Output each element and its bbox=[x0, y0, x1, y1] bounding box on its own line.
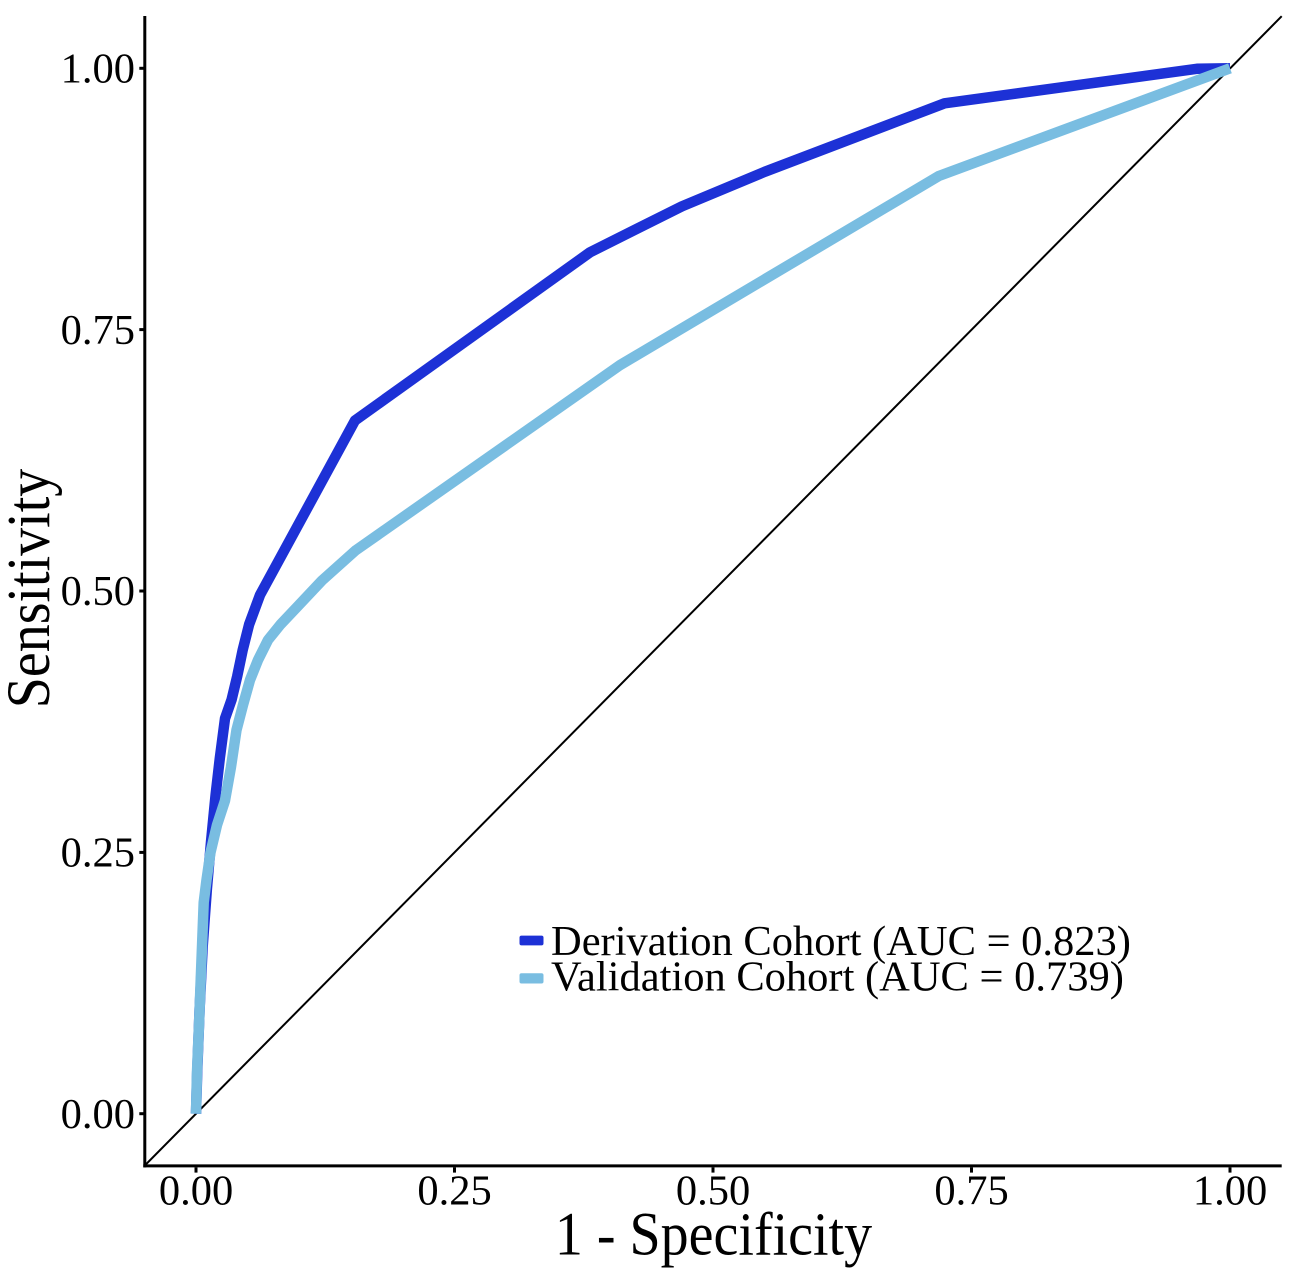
svg-text:Sensitivity: Sensitivity bbox=[0, 468, 63, 708]
svg-text:0.00: 0.00 bbox=[159, 1168, 233, 1215]
svg-text:0.75: 0.75 bbox=[61, 307, 135, 354]
svg-text:1.00: 1.00 bbox=[1193, 1168, 1267, 1215]
svg-text:1.00: 1.00 bbox=[61, 46, 135, 93]
svg-text:0.25: 0.25 bbox=[61, 830, 135, 877]
svg-text:0.50: 0.50 bbox=[61, 568, 135, 615]
svg-text:Validation Cohort (AUC = 0.739: Validation Cohort (AUC = 0.739) bbox=[551, 953, 1124, 1000]
svg-text:1 - Specificity: 1 - Specificity bbox=[555, 1200, 873, 1268]
svg-text:0.50: 0.50 bbox=[676, 1168, 750, 1215]
svg-text:Derivation Cohort (AUC = 0.823: Derivation Cohort (AUC = 0.823) bbox=[551, 918, 1131, 965]
svg-text:0.25: 0.25 bbox=[417, 1168, 491, 1215]
svg-text:0.75: 0.75 bbox=[934, 1168, 1008, 1215]
svg-text:0.00: 0.00 bbox=[61, 1091, 135, 1138]
